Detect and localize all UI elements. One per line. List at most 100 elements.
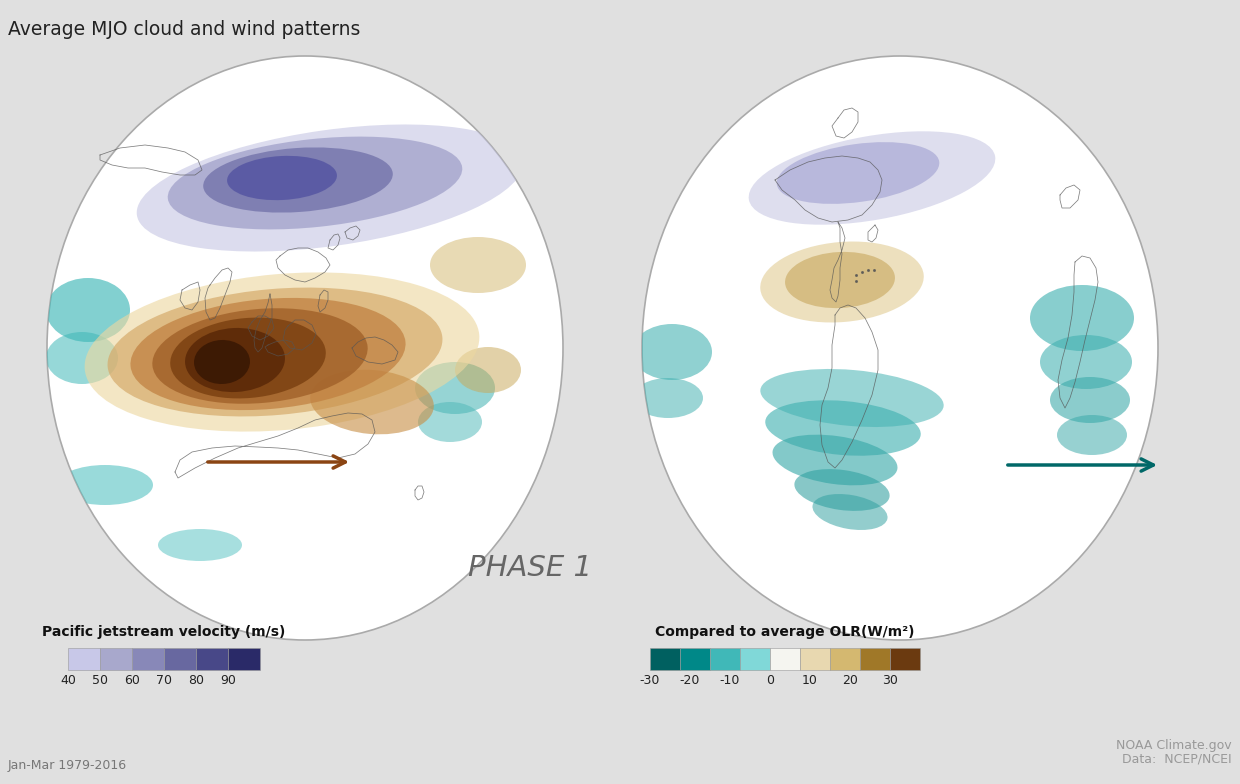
Ellipse shape <box>153 308 368 404</box>
Ellipse shape <box>47 56 563 640</box>
Text: 50: 50 <box>92 674 108 687</box>
Bar <box>680 648 711 670</box>
Ellipse shape <box>84 272 480 432</box>
Text: Pacific jetstream velocity (m/s): Pacific jetstream velocity (m/s) <box>42 625 285 639</box>
Ellipse shape <box>415 362 495 414</box>
Bar <box>131 648 164 670</box>
Ellipse shape <box>773 434 898 485</box>
Ellipse shape <box>795 469 889 511</box>
Text: 10: 10 <box>802 674 818 687</box>
Ellipse shape <box>642 56 1158 640</box>
Ellipse shape <box>642 56 1158 640</box>
Text: Average MJO cloud and wind patterns: Average MJO cloud and wind patterns <box>7 20 361 39</box>
Ellipse shape <box>1040 335 1132 389</box>
Text: -20: -20 <box>680 674 701 687</box>
Bar <box>711 648 740 670</box>
Ellipse shape <box>812 494 888 530</box>
Ellipse shape <box>47 56 563 640</box>
Bar <box>830 648 861 670</box>
Bar <box>228 648 260 670</box>
Ellipse shape <box>642 56 1158 640</box>
Ellipse shape <box>227 156 337 200</box>
Ellipse shape <box>47 56 563 640</box>
Ellipse shape <box>47 56 563 640</box>
Ellipse shape <box>108 288 443 416</box>
Bar <box>164 648 196 670</box>
Ellipse shape <box>193 340 250 384</box>
Text: Data:  NCEP/NCEI: Data: NCEP/NCEI <box>1122 753 1233 766</box>
Ellipse shape <box>47 56 563 640</box>
Ellipse shape <box>47 56 563 640</box>
Ellipse shape <box>430 237 526 293</box>
Bar <box>861 648 890 670</box>
Ellipse shape <box>47 56 563 640</box>
Text: Compared to average OLR(W/m²): Compared to average OLR(W/m²) <box>655 625 915 639</box>
Ellipse shape <box>46 278 130 342</box>
Text: 30: 30 <box>882 674 898 687</box>
Ellipse shape <box>642 56 1158 640</box>
Ellipse shape <box>785 252 895 308</box>
Text: 0: 0 <box>766 674 774 687</box>
Ellipse shape <box>167 136 463 230</box>
Ellipse shape <box>185 328 285 392</box>
Ellipse shape <box>749 131 996 225</box>
Bar <box>650 648 680 670</box>
Ellipse shape <box>47 56 563 640</box>
Ellipse shape <box>455 347 521 393</box>
Text: 80: 80 <box>188 674 205 687</box>
Ellipse shape <box>760 369 944 427</box>
Text: 60: 60 <box>124 674 140 687</box>
Ellipse shape <box>47 56 563 640</box>
Text: -30: -30 <box>640 674 660 687</box>
Text: PHASE 1: PHASE 1 <box>467 554 591 582</box>
Ellipse shape <box>47 56 563 640</box>
Ellipse shape <box>47 56 563 640</box>
Text: -10: -10 <box>720 674 740 687</box>
Ellipse shape <box>203 147 393 212</box>
Ellipse shape <box>642 56 1158 640</box>
Bar <box>100 648 131 670</box>
Bar <box>890 648 920 670</box>
Ellipse shape <box>642 56 1158 640</box>
Ellipse shape <box>310 370 434 434</box>
Ellipse shape <box>632 378 703 418</box>
Ellipse shape <box>642 56 1158 640</box>
Ellipse shape <box>642 56 1158 640</box>
Ellipse shape <box>170 318 326 398</box>
Text: 40: 40 <box>60 674 76 687</box>
Ellipse shape <box>46 332 118 384</box>
Ellipse shape <box>47 56 563 640</box>
Ellipse shape <box>47 56 563 640</box>
Ellipse shape <box>47 56 563 640</box>
Bar <box>196 648 228 670</box>
Bar <box>68 648 100 670</box>
Ellipse shape <box>642 56 1158 640</box>
Ellipse shape <box>632 324 712 380</box>
Text: Jan-Mar 1979-2016: Jan-Mar 1979-2016 <box>7 759 128 772</box>
Ellipse shape <box>47 56 563 640</box>
Text: 70: 70 <box>156 674 172 687</box>
Ellipse shape <box>642 56 1158 640</box>
Ellipse shape <box>47 56 563 640</box>
Ellipse shape <box>47 56 563 640</box>
Bar <box>740 648 770 670</box>
Ellipse shape <box>1056 415 1127 455</box>
Ellipse shape <box>642 56 1158 640</box>
Ellipse shape <box>642 56 1158 640</box>
Ellipse shape <box>642 56 1158 640</box>
Ellipse shape <box>47 56 563 640</box>
Ellipse shape <box>47 56 563 640</box>
Text: NOAA Climate.gov: NOAA Climate.gov <box>1116 739 1233 752</box>
Ellipse shape <box>1030 285 1135 351</box>
Ellipse shape <box>418 402 482 442</box>
Ellipse shape <box>642 56 1158 640</box>
Ellipse shape <box>47 56 563 640</box>
Ellipse shape <box>760 241 924 322</box>
Text: 90: 90 <box>219 674 236 687</box>
Ellipse shape <box>47 56 563 640</box>
Ellipse shape <box>1050 377 1130 423</box>
Bar <box>800 648 830 670</box>
Ellipse shape <box>642 56 1158 640</box>
Ellipse shape <box>642 56 1158 640</box>
Ellipse shape <box>157 529 242 561</box>
